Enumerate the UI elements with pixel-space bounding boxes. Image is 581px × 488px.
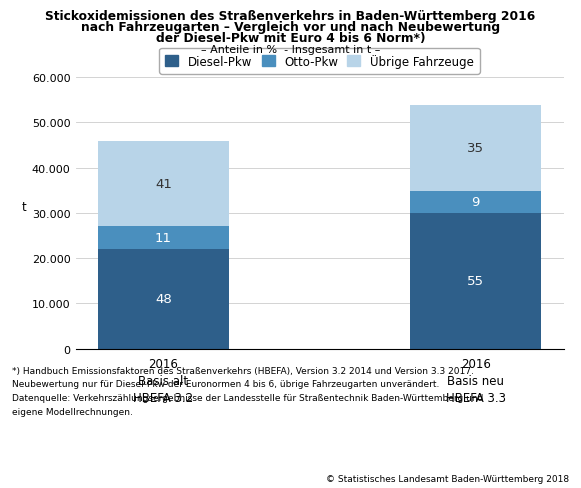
Text: 9: 9 [472, 196, 480, 209]
Bar [410, 105, 541, 191]
Text: 55: 55 [467, 275, 485, 288]
Text: 41: 41 [155, 177, 172, 190]
Text: nach Fahrzeugarten – Vergleich vor und nach Neubewertung: nach Fahrzeugarten – Vergleich vor und n… [81, 21, 500, 34]
Text: 48: 48 [155, 293, 172, 305]
Text: 35: 35 [467, 142, 485, 155]
Text: Stickoxidemissionen des Straßenverkehrs in Baden-Württemberg 2016: Stickoxidemissionen des Straßenverkehrs … [45, 10, 536, 23]
Bar [410, 191, 541, 214]
Text: der Diesel-Pkw mit Euro 4 bis 6 Norm*): der Diesel-Pkw mit Euro 4 bis 6 Norm*) [156, 32, 425, 45]
Text: Datenquelle: Verkehrszählungsergebnisse der Landesstelle für Straßentechnik Bade: Datenquelle: Verkehrszählungsergebnisse … [12, 393, 483, 402]
Text: *) Handbuch Emissionsfaktoren des Straßenverkehrs (HBEFA), Version 3.2 2014 und : *) Handbuch Emissionsfaktoren des Straße… [12, 366, 474, 375]
Text: © Statistisches Landesamt Baden-Württemberg 2018: © Statistisches Landesamt Baden-Württemb… [327, 474, 569, 483]
Bar [98, 226, 229, 249]
Bar [410, 214, 541, 349]
Text: eigene Modellrechnungen.: eigene Modellrechnungen. [12, 407, 132, 416]
Text: Neubewertung nur für Diesel-Pkw der Euronormen 4 bis 6, übrige Fahrzeugarten unv: Neubewertung nur für Diesel-Pkw der Euro… [12, 380, 439, 388]
Text: – Anteile in %  - Insgesamt in t –: – Anteile in % - Insgesamt in t – [201, 45, 380, 55]
Legend: Diesel-Pkw, Otto-Pkw, Übrige Fahrzeuge: Diesel-Pkw, Otto-Pkw, Übrige Fahrzeuge [159, 49, 480, 75]
Bar [98, 142, 229, 226]
Y-axis label: t: t [21, 201, 26, 214]
Text: 11: 11 [155, 231, 172, 244]
Bar [98, 249, 229, 349]
